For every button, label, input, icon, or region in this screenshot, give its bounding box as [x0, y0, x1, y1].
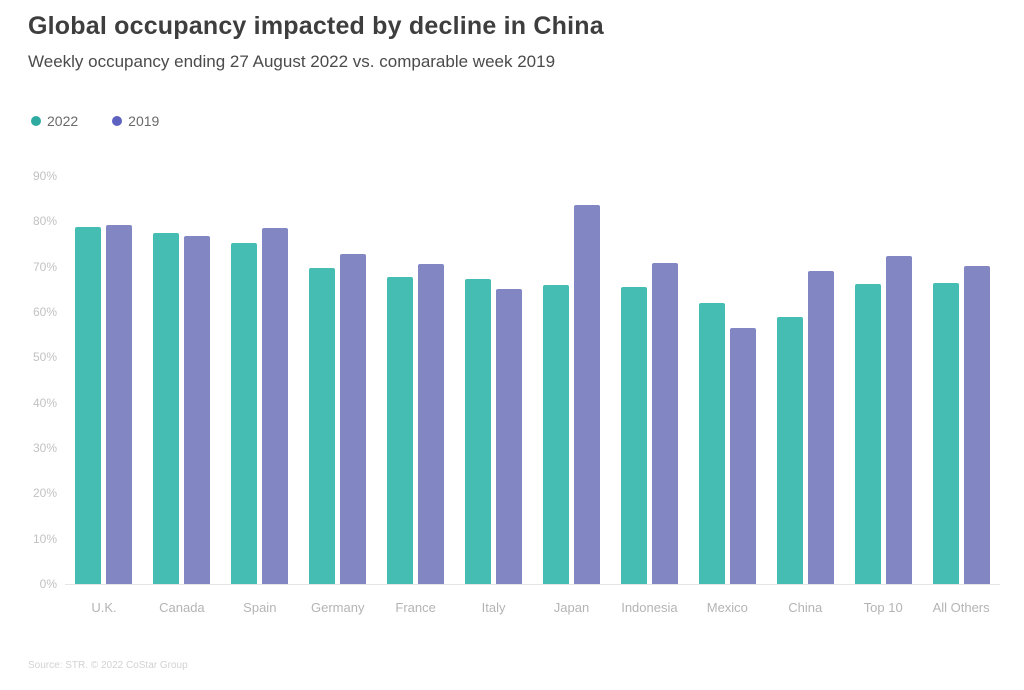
- y-tick-label: 0%: [39, 577, 57, 591]
- bar-2022-mexico: [698, 302, 725, 584]
- bar-group-mexico: [688, 176, 766, 584]
- x-tick-label: U.K.: [91, 600, 117, 615]
- y-tick-label: 30%: [32, 441, 57, 455]
- chart-title: Global occupancy impacted by decline in …: [28, 12, 604, 40]
- bar-2019-top-10: [885, 255, 912, 584]
- x-tick-label: China: [788, 600, 823, 615]
- x-axis: U.K. Canada Spain Germany France Italy Japan In…: [65, 600, 1000, 615]
- bar-2019-france: [418, 263, 445, 584]
- legend: 2022 2019: [31, 113, 159, 129]
- y-tick-label: 60%: [32, 305, 57, 319]
- x-tick-label: Top 10: [863, 600, 903, 615]
- bar-2022-germany: [309, 267, 336, 584]
- bar-2022-all-others: [932, 282, 959, 584]
- bar-group-italy: [455, 176, 533, 584]
- x-tick-label: Indonesia: [621, 600, 678, 615]
- x-tick-label: Italy: [481, 600, 506, 615]
- bar-2019-all-others: [963, 265, 990, 584]
- source-attribution: Source: STR. © 2022 CoStar Group: [28, 660, 188, 671]
- legend-item-2019: 2019: [112, 113, 159, 129]
- x-tick-label: Japan: [553, 600, 590, 615]
- legend-label-2019: 2019: [128, 113, 160, 129]
- bar-2022-canada: [153, 232, 180, 584]
- bar-group-spain: [221, 176, 299, 584]
- x-tick-label: France: [395, 600, 436, 615]
- bar-2022-china: [776, 316, 803, 584]
- x-axis-baseline: [65, 584, 1000, 585]
- bar-group-indonesia: [610, 176, 688, 584]
- bar-2022-u-k-: [75, 226, 102, 584]
- y-tick-label: 20%: [32, 486, 57, 501]
- y-tick-label: 40%: [32, 395, 57, 410]
- x-tick-label: Canada: [159, 600, 205, 615]
- bar-group-china: [766, 176, 844, 584]
- x-tick-label: Mexico: [706, 600, 748, 615]
- bar-2022-indonesia: [620, 286, 647, 584]
- bar-2019-china: [807, 271, 834, 584]
- bar-2022-france: [387, 276, 414, 584]
- bar-2022-spain: [231, 242, 258, 584]
- legend-dot-2022-icon: [31, 116, 41, 126]
- bar-group-canada: [143, 176, 221, 584]
- y-tick-label: 80%: [32, 214, 57, 229]
- bar-2019-germany: [340, 253, 367, 584]
- bar-group-france: [377, 176, 455, 584]
- bar-2019-canada: [184, 235, 211, 584]
- y-tick-label: 70%: [32, 259, 57, 274]
- x-tick-label: All Others: [932, 600, 990, 615]
- bar-2019-spain: [262, 227, 289, 584]
- bar-2019-u-k-: [106, 224, 133, 584]
- bar-2022-japan: [542, 284, 569, 584]
- legend-dot-2019-icon: [112, 116, 123, 126]
- bar-2022-top-10: [854, 283, 881, 584]
- bar-group-top-10: [844, 176, 922, 584]
- legend-label-2022: 2022: [47, 113, 79, 129]
- plot-area: [65, 176, 1000, 584]
- bar-group-u-k-: [65, 176, 143, 584]
- bar-2019-mexico: [729, 327, 756, 584]
- x-tick-label: Spain: [243, 600, 277, 615]
- bar-2019-japan: [573, 204, 600, 584]
- bar-group-japan: [533, 176, 611, 584]
- bar-2019-indonesia: [651, 262, 678, 584]
- y-tick-label: 10%: [32, 531, 57, 546]
- y-tick-label: 50%: [32, 350, 57, 365]
- y-tick-label: 90%: [32, 169, 57, 183]
- bar-2022-italy: [465, 278, 492, 584]
- bar-group-germany: [299, 176, 377, 584]
- legend-item-2022: 2022: [31, 113, 78, 129]
- bar-2019-italy: [496, 289, 523, 584]
- bar-group-all-others: [922, 176, 1000, 584]
- x-tick-label: Germany: [310, 600, 365, 615]
- chart-subtitle: Weekly occupancy ending 27 August 2022 v…: [28, 52, 556, 71]
